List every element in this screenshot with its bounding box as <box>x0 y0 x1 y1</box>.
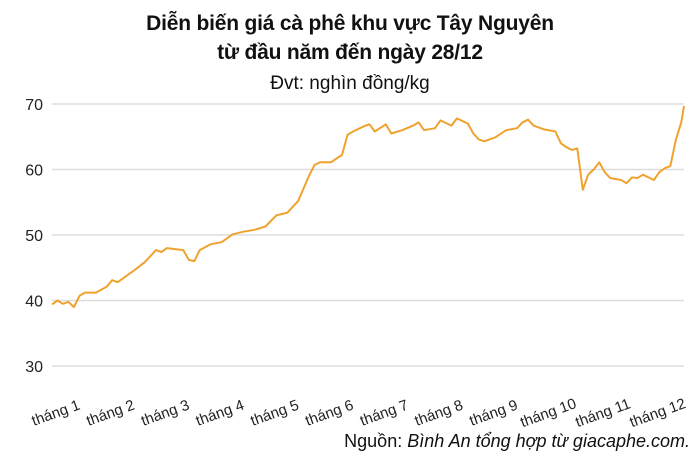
y-tick-label: 50 <box>25 228 43 245</box>
x-tick-label: tháng 2 <box>84 397 137 430</box>
x-tick-label: tháng 10 <box>518 395 579 431</box>
y-tick-label: 60 <box>25 163 43 180</box>
x-tick-label: tháng 3 <box>139 397 192 430</box>
x-tick-label: tháng 4 <box>194 397 247 430</box>
y-tick-label: 70 <box>25 97 43 114</box>
source-prefix: Nguồn: <box>344 431 408 451</box>
x-axis-ticks: tháng 1 tháng 2 tháng 3 tháng 4 tháng 5 tháng… <box>29 395 688 431</box>
x-tick-label: tháng 6 <box>303 397 356 430</box>
y-axis-ticks: 30 40 50 60 70 <box>25 97 43 376</box>
x-tick-label: tháng 11 <box>573 395 633 431</box>
y-tick-label: 30 <box>25 359 43 376</box>
x-tick-label: tháng 8 <box>412 397 465 430</box>
source-note: Nguồn: Bình An tổng hợp từ giacaphe.com. <box>344 431 690 452</box>
x-tick-label: tháng 9 <box>467 397 520 430</box>
y-tick-label: 40 <box>25 294 43 311</box>
x-tick-label: tháng 1 <box>29 397 82 430</box>
chart-title-line2: từ đầu năm đến ngày 28/12 <box>217 41 483 64</box>
x-tick-label: tháng 7 <box>358 397 411 430</box>
x-tick-label: tháng 5 <box>248 397 301 430</box>
source-text: Bình An tổng hợp từ giacaphe.com. <box>407 431 690 451</box>
chart-title-line1: Diễn biến giá cà phê khu vực Tây Nguyên <box>146 12 554 35</box>
chart-unit-subtitle: Đvt: nghìn đồng/kg <box>270 73 430 94</box>
gridlines <box>52 103 684 367</box>
price-line <box>51 105 685 309</box>
x-tick-label: tháng 12 <box>627 395 688 431</box>
